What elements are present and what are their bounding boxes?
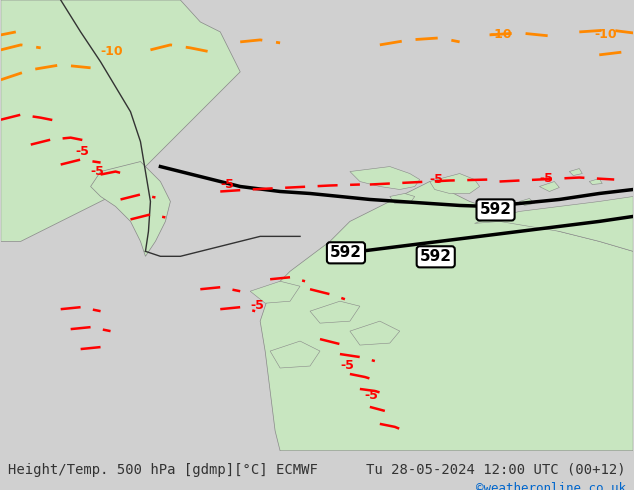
Polygon shape xyxy=(540,181,559,192)
Polygon shape xyxy=(310,301,360,323)
Text: -10: -10 xyxy=(101,45,123,58)
Text: -5: -5 xyxy=(365,389,378,402)
Text: 592: 592 xyxy=(479,202,512,218)
Polygon shape xyxy=(91,162,171,256)
Text: -5: -5 xyxy=(91,165,105,177)
Text: -5: -5 xyxy=(540,172,553,185)
Text: -5: -5 xyxy=(75,145,89,158)
Polygon shape xyxy=(390,194,415,203)
Text: -10: -10 xyxy=(489,28,512,41)
Polygon shape xyxy=(260,181,633,451)
Text: -5: -5 xyxy=(250,299,264,312)
Text: -10: -10 xyxy=(594,28,617,41)
Text: -5: -5 xyxy=(430,172,444,186)
Polygon shape xyxy=(270,341,320,368)
Polygon shape xyxy=(430,173,479,194)
Text: 592: 592 xyxy=(420,249,452,264)
Polygon shape xyxy=(475,196,633,251)
Polygon shape xyxy=(1,0,240,242)
Polygon shape xyxy=(519,198,534,205)
Text: -5: -5 xyxy=(220,177,234,191)
Polygon shape xyxy=(589,178,602,185)
Text: 592: 592 xyxy=(330,245,362,260)
Text: ©weatheronline.co.uk: ©weatheronline.co.uk xyxy=(476,482,626,490)
Polygon shape xyxy=(350,321,400,345)
Polygon shape xyxy=(250,281,300,303)
Text: -5: -5 xyxy=(340,359,354,372)
Text: Height/Temp. 500 hPa [gdmp][°C] ECMWF: Height/Temp. 500 hPa [gdmp][°C] ECMWF xyxy=(8,463,318,477)
Text: Tu 28-05-2024 12:00 UTC (00+12): Tu 28-05-2024 12:00 UTC (00+12) xyxy=(366,463,626,477)
Polygon shape xyxy=(350,167,420,190)
Polygon shape xyxy=(569,169,582,175)
